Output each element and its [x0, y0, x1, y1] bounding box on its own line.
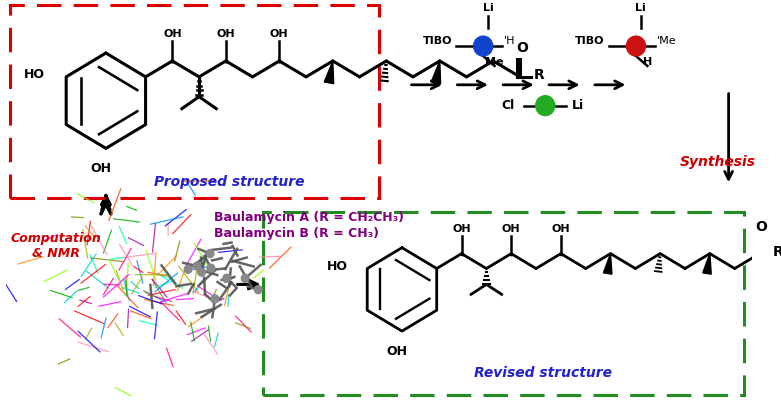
Circle shape	[626, 36, 646, 56]
Text: OH: OH	[91, 162, 112, 175]
Text: O: O	[516, 41, 528, 55]
Text: O: O	[755, 220, 768, 234]
Text: Li: Li	[483, 3, 494, 13]
Circle shape	[207, 264, 215, 272]
Text: OH: OH	[216, 29, 235, 39]
Polygon shape	[324, 61, 333, 84]
Text: OH: OH	[551, 224, 570, 234]
Text: OH: OH	[270, 29, 289, 39]
Text: TIBO: TIBO	[576, 36, 604, 46]
Circle shape	[223, 274, 230, 282]
Circle shape	[536, 96, 555, 116]
Text: OH: OH	[387, 345, 408, 358]
Text: Cl: Cl	[501, 99, 515, 112]
Text: 'H: 'H	[505, 36, 515, 46]
Text: OH: OH	[452, 224, 471, 234]
Text: R: R	[773, 245, 781, 259]
Polygon shape	[604, 254, 612, 274]
Text: Computation
& NMR: Computation & NMR	[11, 232, 102, 260]
Text: Li: Li	[572, 99, 584, 112]
Text: Baulamycin B (R = CH₃): Baulamycin B (R = CH₃)	[215, 227, 380, 240]
Text: Baulamycin A (R = CH₂CH₃): Baulamycin A (R = CH₂CH₃)	[215, 211, 405, 224]
Polygon shape	[431, 61, 440, 84]
Circle shape	[241, 274, 249, 282]
Circle shape	[211, 295, 219, 303]
Text: HO: HO	[24, 68, 45, 81]
Circle shape	[193, 262, 201, 270]
Text: Revised structure: Revised structure	[473, 366, 612, 380]
Text: 'Me: 'Me	[657, 36, 676, 46]
Polygon shape	[703, 254, 711, 274]
Text: H: H	[643, 57, 652, 67]
Circle shape	[473, 36, 493, 56]
Text: OH: OH	[163, 29, 182, 39]
Text: OH: OH	[502, 224, 520, 234]
Text: Synthesis: Synthesis	[680, 155, 756, 169]
Circle shape	[184, 265, 192, 273]
Circle shape	[198, 268, 205, 276]
Circle shape	[206, 250, 214, 258]
Text: TIBO: TIBO	[423, 36, 452, 46]
Text: Me: Me	[485, 57, 504, 67]
Text: Proposed structure: Proposed structure	[154, 175, 305, 189]
Text: R: R	[533, 68, 544, 82]
Text: Li: Li	[636, 3, 646, 13]
Text: HO: HO	[327, 260, 348, 273]
Circle shape	[255, 286, 262, 294]
